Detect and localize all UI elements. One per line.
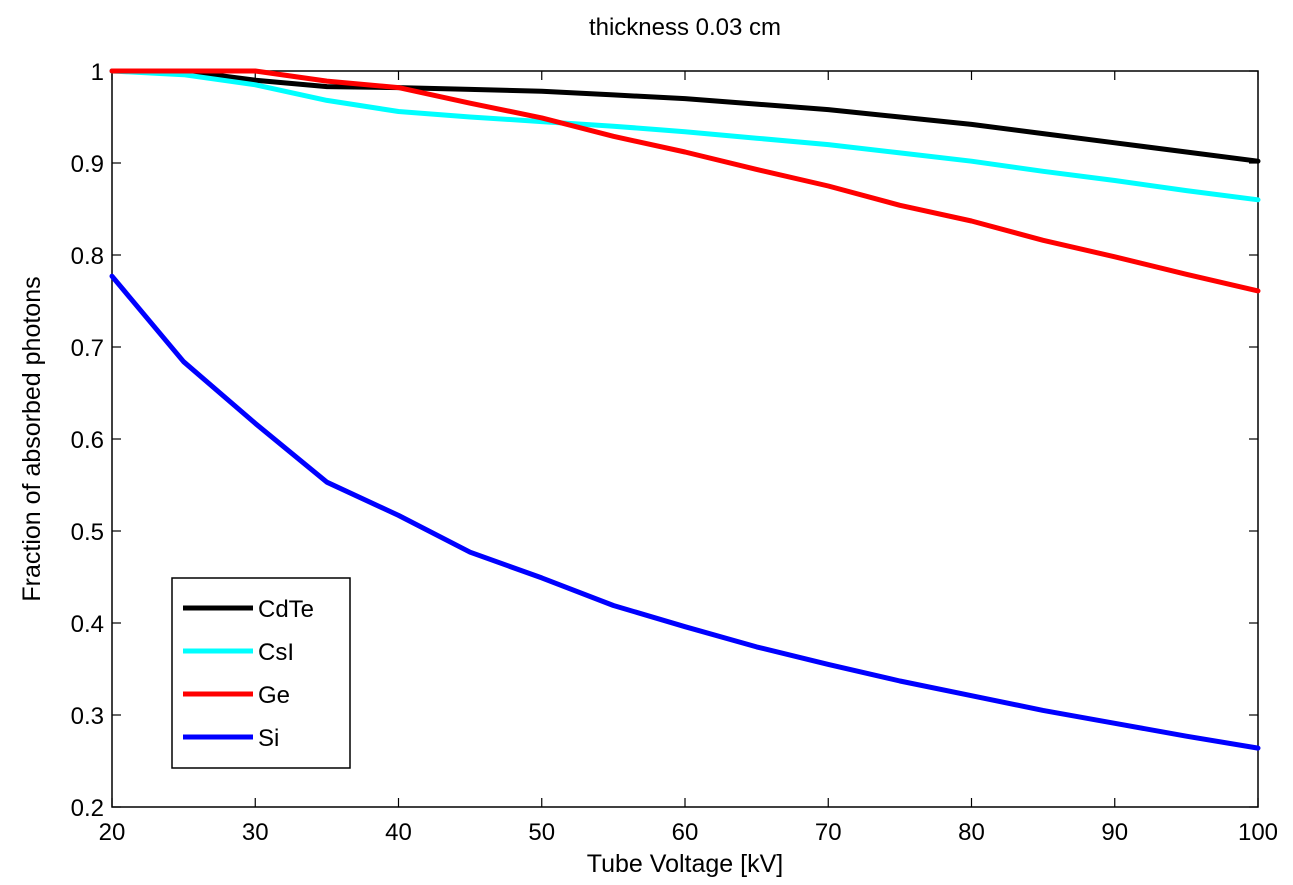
legend-label-csi: CsI <box>258 639 294 666</box>
x-tick-label: 20 <box>99 819 126 846</box>
series-line-ge <box>109 68 1261 294</box>
series-lines <box>109 68 1261 751</box>
y-tick-label: 0.4 <box>71 611 104 638</box>
series-line-csi <box>109 68 1261 203</box>
legend: CdTe CsI Ge Si <box>171 577 351 769</box>
y-tick-label: 0.5 <box>71 519 104 546</box>
x-tick-label: 90 <box>1101 819 1128 846</box>
series-line-cdte <box>109 68 1261 164</box>
y-tick-label: 0.7 <box>71 335 104 362</box>
x-tick-label: 100 <box>1238 819 1278 846</box>
legend-label-cdte: CdTe <box>258 596 314 623</box>
x-tick-label: 30 <box>242 819 269 846</box>
x-tick-label: 40 <box>385 819 412 846</box>
series-line-si <box>109 273 1261 751</box>
legend-label-ge: Ge <box>258 682 290 709</box>
y-tick-label: 1 <box>91 59 104 86</box>
chart-title: thickness 0.03 cm <box>589 14 781 41</box>
x-tick-label: 50 <box>528 819 555 846</box>
y-tick-label: 0.8 <box>71 243 104 270</box>
x-tick-label: 60 <box>672 819 699 846</box>
y-axis-label: Fraction of absorbed photons <box>18 276 46 601</box>
y-tick-label: 0.9 <box>71 151 104 178</box>
x-axis-label: Tube Voltage [kV] <box>587 850 783 878</box>
y-tick-label: 0.6 <box>71 427 104 454</box>
axis-ticks: 20 30 40 50 60 70 80 90 100 0.2 0.3 0.4 0.5 0.6 0.7 0.8… <box>71 59 1278 846</box>
y-tick-label: 0.2 <box>71 795 104 822</box>
x-tick-label: 70 <box>815 819 842 846</box>
y-tick-label: 0.3 <box>71 703 104 730</box>
x-tick-label: 80 <box>958 819 985 846</box>
legend-label-si: Si <box>258 725 279 752</box>
